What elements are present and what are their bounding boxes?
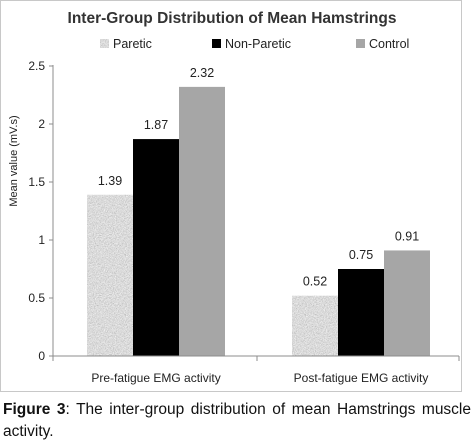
y-tick-label: 1 [38, 233, 45, 247]
y-tick-label: 0.5 [28, 291, 45, 305]
data-label-non-paretic-pre: 1.87 [144, 118, 168, 132]
bar-paretic-post [292, 295, 338, 356]
y-axis-label: Mean value (mV.s) [8, 115, 20, 206]
x-axis-ticks: Pre-fatigue EMG activity Post-fatigue EMG… [52, 356, 460, 385]
legend-label-paretic: Paretic [113, 37, 152, 51]
figure-caption: Figure 3: The inter-group distribution o… [3, 399, 471, 443]
chart-frame: Inter-Group Distribution of Mean Hamstri… [0, 0, 462, 392]
x-category-label: Pre-fatigue EMG activity [91, 371, 220, 385]
y-tick-label: 2.5 [28, 59, 45, 73]
bar-chart: Inter-Group Distribution of Mean Hamstri… [8, 10, 460, 385]
legend-label-control: Control [369, 37, 409, 51]
legend-item-non-paretic: Non-Paretic [212, 37, 291, 51]
data-label-control-post: 0.91 [395, 229, 419, 243]
legend-item-control: Control [356, 37, 409, 51]
bar-control-pre [179, 86, 225, 356]
legend-swatch-control [356, 39, 365, 48]
chart-title: Inter-Group Distribution of Mean Hamstri… [68, 10, 397, 27]
legend-label-non-paretic: Non-Paretic [225, 37, 291, 51]
bar-paretic-pre [87, 194, 133, 356]
legend-swatch-paretic [100, 39, 109, 48]
y-tick-label: 2 [38, 117, 45, 131]
y-tick-label: 1.5 [28, 175, 45, 189]
data-label-non-paretic-post: 0.75 [349, 248, 373, 262]
caption-text: : The inter-group distribution of mean H… [3, 401, 472, 440]
data-label-paretic-pre: 1.39 [98, 174, 122, 188]
value-labels: 1.39 1.87 2.32 0.52 0.75 0.91 [98, 66, 419, 289]
legend: Paretic Non-Paretic Control [100, 37, 409, 51]
data-label-paretic-post: 0.52 [303, 275, 327, 289]
bar-non-paretic-post [338, 269, 384, 356]
bars [87, 86, 430, 356]
bar-non-paretic-pre [133, 139, 179, 356]
data-label-control-pre: 2.32 [190, 66, 214, 80]
caption-label: Figure 3 [3, 401, 66, 418]
legend-item-paretic: Paretic [100, 37, 152, 51]
x-category-label: Post-fatigue EMG activity [294, 371, 429, 385]
bar-control-post [384, 250, 430, 356]
y-axis-ticks: 0 0.5 1 1.5 2 2.5 [28, 59, 53, 363]
legend-swatch-non-paretic [212, 39, 221, 48]
y-tick-label: 0 [38, 349, 45, 363]
